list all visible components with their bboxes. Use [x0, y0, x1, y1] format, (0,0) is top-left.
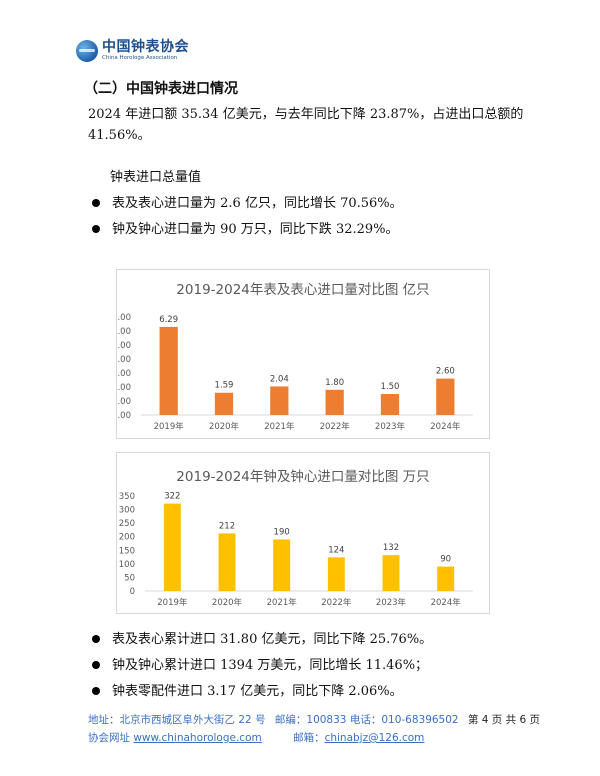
- footer-contact-line: 地址：北京市西城区阜外大街乙 22 号 邮编：100833 电话：010-683…: [88, 712, 540, 727]
- bar-2022年: [325, 389, 344, 415]
- bar-2020年: [214, 392, 234, 415]
- postcode: 100833: [306, 714, 347, 726]
- bar-2023年: [382, 555, 400, 591]
- y-tick-label: 3.00: [117, 369, 131, 379]
- site-link[interactable]: www.chinahorologe.com: [133, 732, 262, 744]
- data-label: 1.50: [381, 382, 400, 392]
- y-tick-label: 4.00: [117, 355, 131, 365]
- data-label: 190: [274, 527, 290, 537]
- y-tick-label: 2.00: [117, 383, 131, 393]
- bullet-dot-icon: [92, 660, 100, 669]
- y-tick-label: 5.00: [117, 341, 131, 351]
- import-summary-paragraph: 2024 年进口额 35.34 亿美元，与去年同比下降 23.87%，占进出口总…: [88, 107, 524, 143]
- phone: 010-68396502: [381, 714, 459, 726]
- x-tick-label: 2021年: [267, 597, 298, 608]
- data-label: 1.80: [325, 378, 344, 388]
- bullet-parts-value: 钟表零配件进口 3.17 亿美元，同比下降 2.06%。: [92, 680, 403, 699]
- address-label: 地址：: [88, 714, 120, 726]
- y-tick-label: 100: [119, 560, 135, 570]
- bar-2024年: [436, 378, 455, 415]
- chart-title: 2019-2024年钟及钟心进口量对比图 万只: [176, 468, 429, 485]
- x-tick-label: 2020年: [212, 597, 243, 608]
- association-logo: 中国钟表协会 China Horologe Association: [76, 40, 189, 62]
- globe-logo-icon: [76, 40, 98, 62]
- subheading: 钟表进口总量值: [110, 170, 202, 185]
- bar-2022年: [327, 557, 345, 591]
- section-heading: （二）中国钟表进口情况: [84, 81, 238, 97]
- bullet-watch-value: 表及表心累计进口 31.80 亿美元，同比下降 25.76%。: [92, 628, 432, 647]
- x-tick-label: 2021年: [264, 421, 295, 432]
- bar-2019年: [163, 503, 181, 591]
- bar-2024年: [437, 566, 455, 591]
- bar-2019年: [159, 326, 178, 415]
- bullet-dot-icon: [92, 634, 100, 643]
- x-tick-label: 2024年: [431, 597, 462, 608]
- data-label: 2.60: [436, 367, 455, 377]
- page-number: 第 4 页 共 6 页: [467, 714, 541, 726]
- y-tick-label: 0: [130, 587, 135, 597]
- bullet-text: 表及表心累计进口 31.80 亿美元，同比下降 25.76%。: [112, 632, 433, 647]
- bullet-clock-value: 钟及钟心累计进口 1394 万美元，同比增长 11.46%；: [92, 654, 428, 673]
- y-tick-label: 150: [119, 546, 135, 556]
- data-label: 6.29: [159, 315, 178, 325]
- postcode-label: 邮编：: [274, 714, 307, 726]
- bullet-watch-import: 表及表心进口量为 2.6 亿只，同比增长 70.56%。: [92, 192, 403, 211]
- data-label: 1.59: [215, 381, 234, 391]
- chart-title: 2019-2024年表及表心进口量对比图 亿只: [176, 282, 429, 298]
- y-tick-label: 1.00: [117, 397, 131, 407]
- bullet-text: 钟及钟心进口量为 90 万只，同比下跌 32.29%。: [112, 222, 399, 237]
- site-label: 协会网址: [88, 732, 130, 744]
- bullet-dot-icon: [92, 198, 100, 207]
- bullet-clock-import: 钟及钟心进口量为 90 万只，同比下跌 32.29%。: [92, 218, 399, 237]
- y-tick-label: 0.00: [117, 411, 131, 421]
- bar-2023年: [380, 394, 400, 415]
- x-tick-label: 2019年: [154, 421, 185, 432]
- bar-2020年: [218, 533, 236, 591]
- address: 北京市西城区阜外大街乙 22 号: [119, 714, 266, 726]
- x-tick-label: 2022年: [320, 421, 351, 432]
- phone-label: 电话：: [349, 714, 382, 726]
- bullet-text: 表及表心进口量为 2.6 亿只，同比增长 70.56%。: [112, 196, 403, 211]
- data-label: 212: [219, 521, 235, 531]
- data-label: 124: [328, 545, 344, 555]
- clock-import-chart-svg: 2019-2024年钟及钟心进口量对比图 万只 0 50 100 150 200 250 30…: [119, 468, 473, 608]
- data-label: 132: [383, 543, 399, 553]
- email-label: 邮箱：: [293, 732, 325, 744]
- x-tick-label: 2024年: [430, 421, 461, 432]
- x-tick-label: 2020年: [209, 421, 240, 432]
- data-label: 2.04: [270, 374, 289, 384]
- email-link[interactable]: chinabjz@126.com: [324, 732, 425, 744]
- y-tick-label: 300: [119, 506, 135, 516]
- bullet-text: 钟及钟心累计进口 1394 万美元，同比增长 11.46%；: [112, 658, 429, 673]
- y-tick-label: 200: [119, 533, 135, 543]
- clock-import-chart: 2019-2024年钟及钟心进口量对比图 万只 0 50 100 150 200 250 30…: [116, 452, 490, 614]
- bar-2021年: [270, 386, 289, 415]
- watch-import-chart-svg: 2019-2024年表及表心进口量对比图 亿只 0.00 1.00 2.00 3.00 4…: [117, 282, 473, 432]
- y-tick-label: 6.00: [117, 327, 131, 337]
- x-tick-label: 2023年: [376, 597, 407, 608]
- logo-chinese-name: 中国钟表协会: [102, 39, 189, 56]
- bullet-dot-icon: [92, 224, 100, 233]
- data-label: 322: [164, 492, 180, 502]
- bar-2021年: [273, 539, 291, 591]
- bullet-dot-icon: [92, 686, 100, 695]
- x-tick-label: 2019年: [157, 597, 188, 608]
- bullet-text: 钟表零配件进口 3.17 亿美元，同比下降 2.06%。: [112, 684, 403, 699]
- data-label: 90: [440, 555, 451, 565]
- footer-web-line: 协会网址 www.chinahorologe.com 邮箱：chinabjz@1…: [88, 730, 424, 745]
- x-tick-label: 2022年: [321, 597, 352, 608]
- logo-english-name: China Horologe Association: [102, 55, 178, 62]
- y-tick-label: 250: [119, 519, 135, 529]
- x-tick-label: 2023年: [375, 421, 406, 432]
- y-tick-label: 7.00: [117, 313, 131, 323]
- y-tick-label: 350: [119, 492, 135, 502]
- watch-import-chart: 2019-2024年表及表心进口量对比图 亿只 0.00 1.00 2.00 3.00 4…: [116, 269, 490, 439]
- y-tick-label: 50: [124, 573, 135, 583]
